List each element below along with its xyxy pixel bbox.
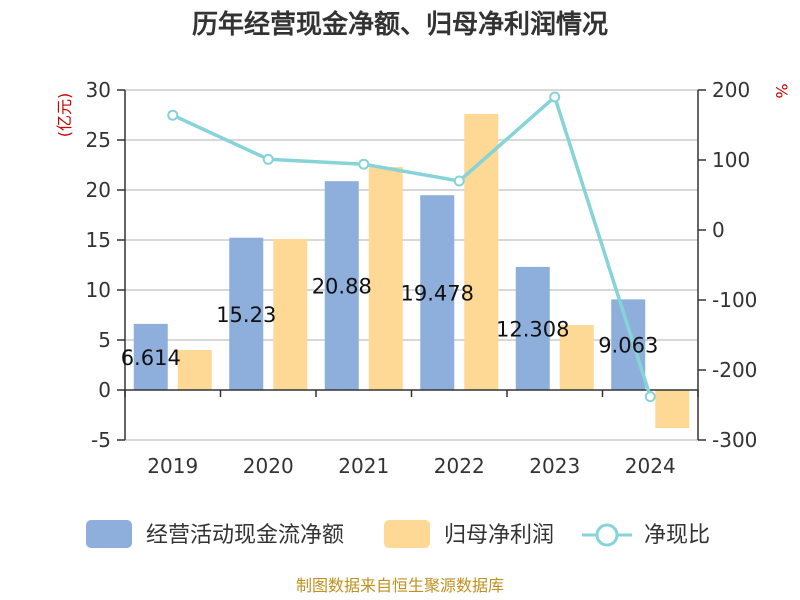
ratio-point xyxy=(262,153,274,165)
right-tick-label: -100 xyxy=(712,288,757,312)
left-tick-label: 20 xyxy=(86,178,111,202)
bar-cashflow xyxy=(611,299,646,390)
legend-label-cashflow: 经营活动现金流净额 xyxy=(146,523,344,548)
right-tick-label: 200 xyxy=(712,78,750,102)
bar-net-profit xyxy=(368,167,403,390)
ratio-series-line xyxy=(172,93,652,398)
chart-title: 历年经营现金净额、归母净利润情况 xyxy=(192,9,608,40)
x-tick-label: 2023 xyxy=(529,454,580,478)
ratio-point xyxy=(644,391,656,403)
right-axis-label: % xyxy=(772,83,791,98)
right-tick-label: -300 xyxy=(712,428,757,452)
left-tick-label: 15 xyxy=(86,228,111,252)
ratio-point xyxy=(167,109,179,121)
right-tick-label: 0 xyxy=(712,218,725,242)
x-tick-label: 2022 xyxy=(434,454,485,478)
ratio-point xyxy=(453,175,465,187)
legend-item-ratio[interactable]: 净现比 xyxy=(582,523,710,548)
x-tick-label: 2021 xyxy=(338,454,389,478)
left-tick-label: -5 xyxy=(91,428,111,452)
left-tick-label: 30 xyxy=(86,78,111,102)
right-tick-label: -200 xyxy=(712,358,757,382)
left-tick-label: 5 xyxy=(98,328,111,352)
data-label: 15.23 xyxy=(216,303,276,327)
ratio-line xyxy=(167,91,656,403)
bar-cashflow xyxy=(515,266,550,390)
data-label: 19.478 xyxy=(401,282,474,306)
legend-item-net-profit[interactable]: 归母净利润 xyxy=(384,520,554,548)
legend-swatch-ratio-marker xyxy=(595,523,619,547)
source-note: 制图数据来自恒生聚源数据库 xyxy=(296,576,504,595)
right-axis: 200 100 0 -100 -200 -300 xyxy=(698,78,757,452)
bar-net-profit xyxy=(177,350,212,390)
x-tick-label: 2020 xyxy=(243,454,294,478)
legend-label-ratio: 净现比 xyxy=(644,523,710,548)
data-labels: 6.614 15.23 20.88 19.478 12.308 9.063 xyxy=(121,275,659,370)
bar-net-profit xyxy=(464,114,499,390)
legend-label-net-profit: 归母净利润 xyxy=(444,523,554,548)
bar-net-profit xyxy=(559,325,594,390)
data-label: 6.614 xyxy=(121,346,181,370)
legend-swatch-cashflow xyxy=(86,520,132,548)
x-tick-label: 2019 xyxy=(147,454,198,478)
left-tick-label: 25 xyxy=(86,128,111,152)
data-label: 9.063 xyxy=(598,334,658,358)
x-axis: 2019 2020 2021 2022 2023 2024 xyxy=(124,390,699,478)
legend: 经营活动现金流净额 归母净利润 净现比 xyxy=(86,520,710,548)
ratio-point xyxy=(358,158,370,170)
bar-net-profit xyxy=(273,239,308,390)
left-axis: 30 25 20 15 10 5 0 -5 xyxy=(86,78,125,452)
bars xyxy=(133,114,690,428)
bar-cashflow xyxy=(133,323,168,390)
left-axis-label: (亿元) xyxy=(55,93,74,138)
bar-cashflow xyxy=(324,181,359,390)
data-label: 20.88 xyxy=(312,275,372,299)
bar-net-profit xyxy=(655,390,690,428)
ratio-point xyxy=(549,91,561,103)
bar-cashflow xyxy=(420,195,455,390)
left-tick-label: 0 xyxy=(98,378,111,402)
grid xyxy=(125,89,698,441)
bar-cashflow xyxy=(229,237,264,390)
right-tick-label: 100 xyxy=(712,148,750,172)
left-tick-label: 10 xyxy=(86,278,111,302)
data-label: 12.308 xyxy=(496,317,569,341)
legend-swatch-net-profit xyxy=(384,520,430,548)
legend-item-cashflow[interactable]: 经营活动现金流净额 xyxy=(86,520,344,548)
x-tick-label: 2024 xyxy=(625,454,676,478)
